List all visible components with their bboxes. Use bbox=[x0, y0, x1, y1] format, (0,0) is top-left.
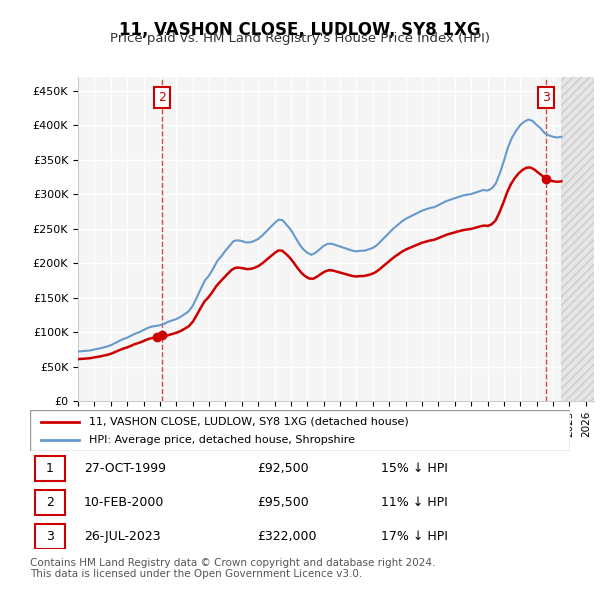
Text: 3: 3 bbox=[542, 91, 550, 104]
Text: £95,500: £95,500 bbox=[257, 496, 308, 509]
Text: 1: 1 bbox=[46, 461, 54, 475]
Text: 26-JUL-2023: 26-JUL-2023 bbox=[84, 530, 161, 543]
Text: 15% ↓ HPI: 15% ↓ HPI bbox=[381, 461, 448, 475]
FancyBboxPatch shape bbox=[35, 455, 65, 480]
Text: 11% ↓ HPI: 11% ↓ HPI bbox=[381, 496, 448, 509]
Text: Contains HM Land Registry data © Crown copyright and database right 2024.
This d: Contains HM Land Registry data © Crown c… bbox=[30, 558, 436, 579]
FancyBboxPatch shape bbox=[35, 524, 65, 549]
Text: 2: 2 bbox=[158, 91, 166, 104]
Text: £92,500: £92,500 bbox=[257, 461, 308, 475]
Text: 2: 2 bbox=[46, 496, 54, 509]
FancyBboxPatch shape bbox=[35, 490, 65, 514]
Text: 10-FEB-2000: 10-FEB-2000 bbox=[84, 496, 164, 509]
Bar bbox=[561, 77, 594, 401]
Bar bbox=[561, 77, 594, 401]
Text: 3: 3 bbox=[46, 530, 54, 543]
Bar bbox=[561, 77, 594, 401]
Text: 11, VASHON CLOSE, LUDLOW, SY8 1XG: 11, VASHON CLOSE, LUDLOW, SY8 1XG bbox=[119, 21, 481, 39]
Text: 27-OCT-1999: 27-OCT-1999 bbox=[84, 461, 166, 475]
Text: 11, VASHON CLOSE, LUDLOW, SY8 1XG (detached house): 11, VASHON CLOSE, LUDLOW, SY8 1XG (detac… bbox=[89, 417, 409, 427]
Text: HPI: Average price, detached house, Shropshire: HPI: Average price, detached house, Shro… bbox=[89, 435, 355, 445]
Text: £322,000: £322,000 bbox=[257, 530, 316, 543]
FancyBboxPatch shape bbox=[30, 410, 570, 451]
Text: 17% ↓ HPI: 17% ↓ HPI bbox=[381, 530, 448, 543]
Text: Price paid vs. HM Land Registry's House Price Index (HPI): Price paid vs. HM Land Registry's House … bbox=[110, 32, 490, 45]
